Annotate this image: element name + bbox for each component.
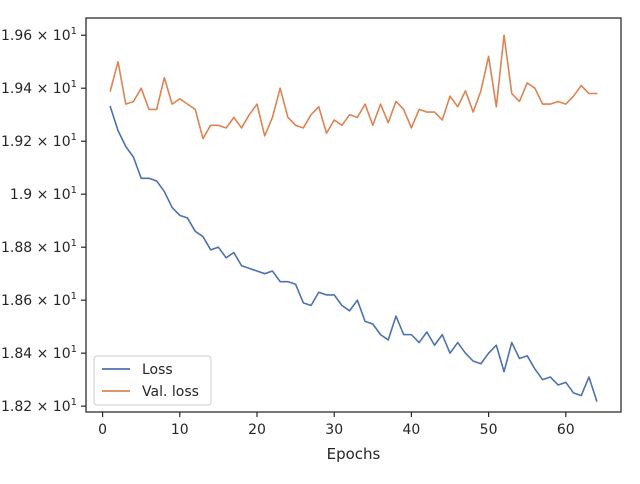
legend-label: Loss — [142, 362, 173, 378]
x-tick-label: 50 — [480, 422, 498, 438]
y-tick-label: 1.88 × 101 — [1, 238, 77, 256]
y-axis-ticks: 1.82 × 101 1.84 × 101 1.86 × 101 1.88 × 101… — [1, 26, 86, 415]
x-tick-label: 60 — [557, 422, 575, 438]
x-axis-label: Epochs — [327, 445, 381, 463]
x-tick-label: 20 — [248, 422, 266, 438]
y-tick-label: 1.9 × 101 — [10, 185, 77, 203]
x-tick-label: 0 — [98, 422, 107, 438]
series-line-loss — [109, 105, 598, 402]
y-tick-label: 1.94 × 101 — [1, 79, 77, 97]
y-tick-label: 1.84 × 101 — [1, 344, 77, 362]
y-tick-label: 1.82 × 101 — [1, 397, 77, 415]
plot-frame — [85, 17, 622, 413]
x-tick-label: 40 — [402, 422, 420, 438]
x-axis-ticks: 0 10 20 30 40 50 60 — [98, 412, 575, 438]
y-tick-label: 1.96 × 101 — [1, 26, 77, 44]
x-tick-label: 10 — [171, 422, 189, 438]
legend: Loss Val. loss — [93, 355, 212, 406]
y-tick-label: 1.86 × 101 — [1, 291, 77, 309]
series-line-val-loss — [109, 34, 598, 140]
legend-label: Val. loss — [142, 384, 199, 400]
x-tick-label: 30 — [325, 422, 343, 438]
y-tick-label: 1.92 × 101 — [1, 132, 77, 150]
legend-items: Loss Val. loss — [102, 362, 199, 400]
series-layer — [109, 34, 598, 402]
plot-background — [86, 18, 621, 412]
